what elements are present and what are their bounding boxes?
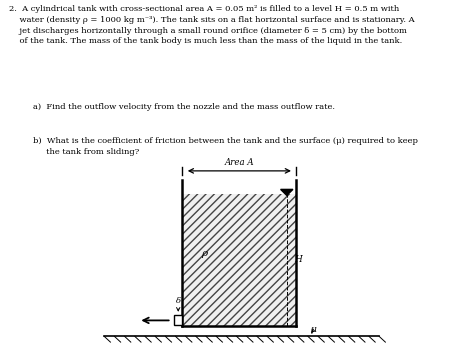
Bar xyxy=(182,194,296,326)
Bar xyxy=(182,180,296,194)
Text: H: H xyxy=(294,255,302,265)
Text: Area A: Area A xyxy=(225,158,254,167)
Text: μ: μ xyxy=(310,325,316,334)
Text: a)  Find the outflow velocity from the nozzle and the mass outflow rate.: a) Find the outflow velocity from the no… xyxy=(33,103,335,111)
Text: b)  What is the coefficient of friction between the tank and the surface (μ) req: b) What is the coefficient of friction b… xyxy=(33,137,418,156)
Text: ρ: ρ xyxy=(201,249,208,258)
Text: 2.  A cylindrical tank with cross-sectional area A = 0.05 m² is filled to a leve: 2. A cylindrical tank with cross-section… xyxy=(9,5,415,46)
Text: δ: δ xyxy=(176,298,181,305)
Bar xyxy=(174,315,182,325)
Polygon shape xyxy=(281,189,293,195)
